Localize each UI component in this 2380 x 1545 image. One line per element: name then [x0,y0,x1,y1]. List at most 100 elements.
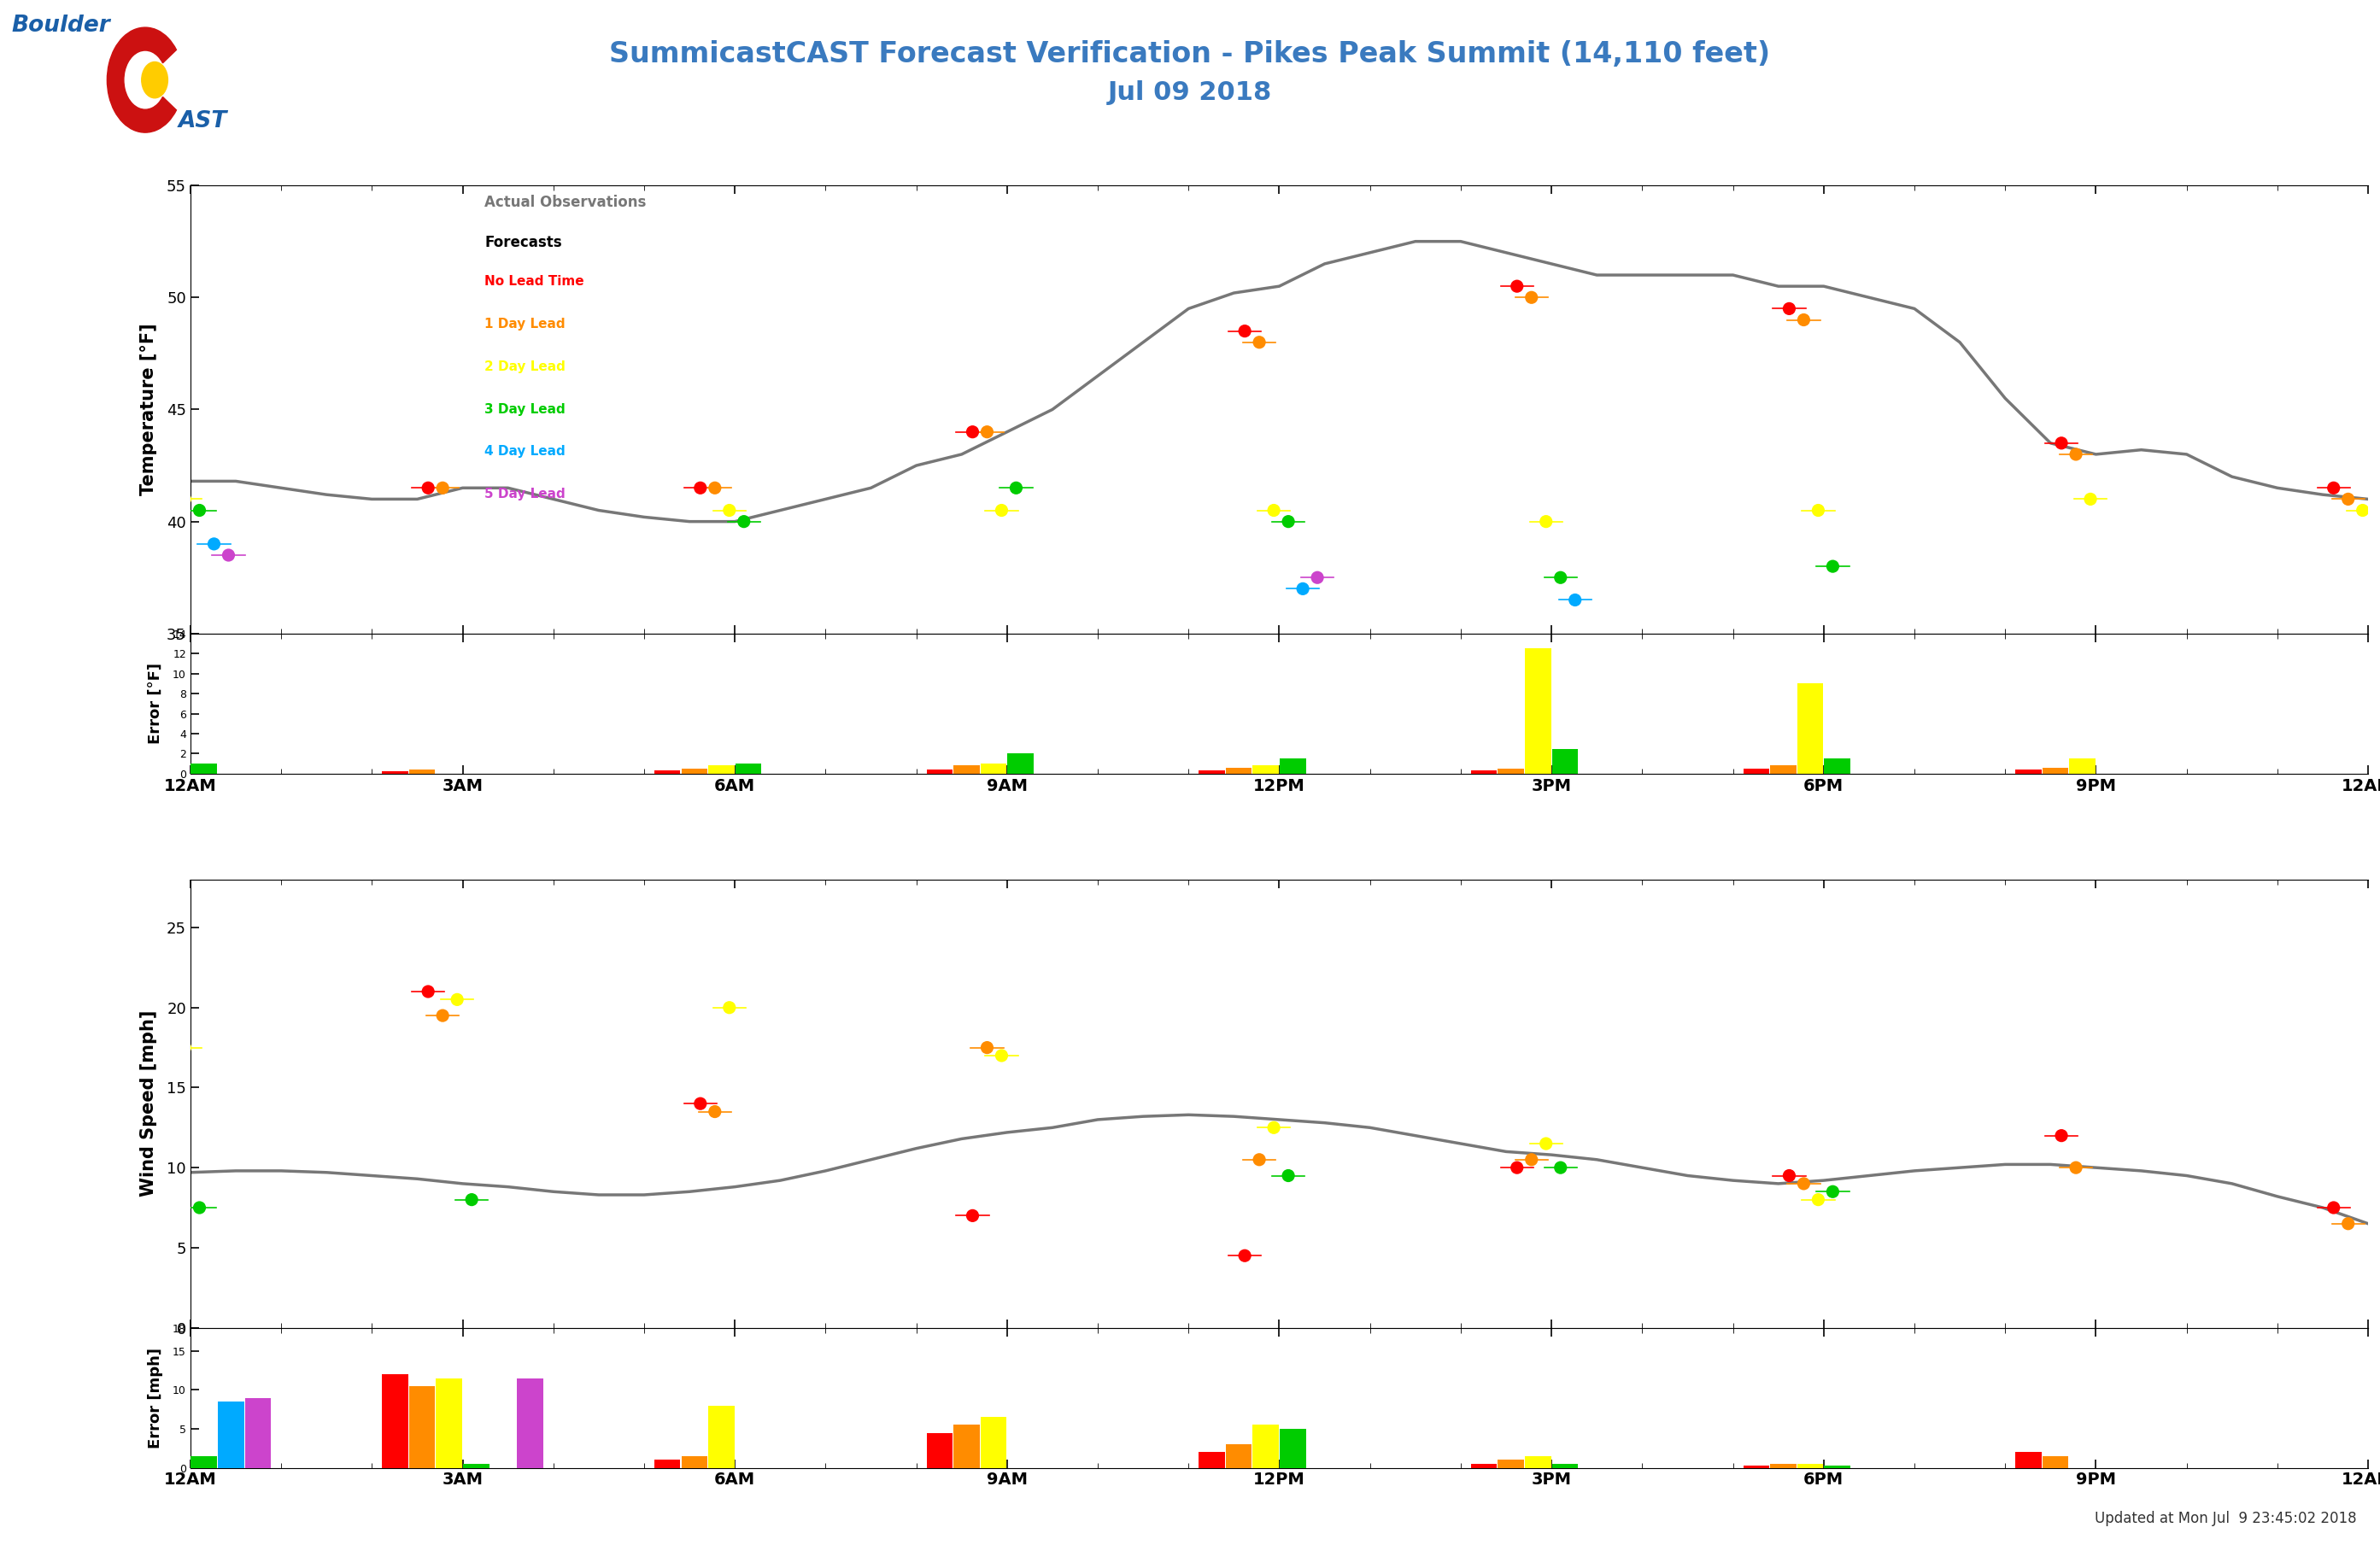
Point [1511,1148,1549,1173]
Bar [1280,759,1307,774]
Text: AST: AST [178,110,228,133]
Point [2071,487,2109,511]
Point [2330,1211,2368,1236]
Point [709,497,747,522]
Bar [2042,1455,2068,1468]
Bar [1526,1455,1552,1468]
Bar [409,1386,436,1468]
Text: 4 Day Lead: 4 Day Lead [486,445,566,459]
Bar [655,1460,681,1468]
Point [695,476,733,501]
Point [181,497,219,522]
Point [1785,1171,1823,1196]
Bar [1226,1445,1252,1468]
Point [138,468,176,493]
Bar [1497,768,1523,774]
Bar [516,1378,543,1468]
Bar [219,1401,243,1468]
Bar [383,1375,407,1468]
Point [681,476,719,501]
Bar [190,763,217,774]
Point [997,476,1035,501]
Point [1283,576,1321,601]
Point [209,542,248,567]
Bar [926,769,952,774]
Bar [1226,768,1252,774]
Bar [1280,1429,1307,1468]
Bar [2016,769,2042,774]
Point [983,1043,1021,1068]
Point [167,1035,205,1060]
Bar [190,1455,217,1468]
Text: Actual Observations: Actual Observations [486,195,645,210]
Bar [109,1417,136,1468]
Point [1497,273,1535,298]
Point [409,980,447,1004]
Text: Jul 09 2018: Jul 09 2018 [1107,80,1273,105]
Bar [436,1378,462,1468]
Bar [1252,766,1278,774]
Point [2344,497,2380,522]
Point [152,1123,190,1148]
Point [2042,1123,2080,1148]
Bar [2016,1452,2042,1468]
Bar [681,768,707,774]
Point [452,1187,490,1211]
Bar [926,1432,952,1468]
Bar [709,1406,735,1468]
Bar [164,766,190,774]
Text: 5 Day Lead: 5 Day Lead [486,488,566,501]
Point [2316,1196,2354,1221]
Text: 2 Day Lead: 2 Day Lead [486,360,566,372]
Bar [1823,1465,1849,1468]
Point [1771,297,1809,321]
Bar [1771,766,1797,774]
Point [954,420,992,445]
Point [726,510,764,535]
Point [709,995,747,1020]
Point [969,1035,1007,1060]
Bar [1471,1463,1497,1468]
Bar [409,769,436,774]
Point [1814,555,1852,579]
Bar [1497,1460,1523,1468]
Bar [1797,683,1823,774]
Bar [1742,768,1768,774]
Point [1497,1156,1535,1180]
Point [1799,1187,1837,1211]
Point [1299,565,1338,590]
Bar [1742,1465,1768,1468]
Bar [1471,771,1497,774]
Bar [954,1424,981,1468]
Bar [383,771,407,774]
Text: No Lead Time: No Lead Time [486,275,583,287]
Point [1557,587,1595,612]
Bar [1797,1463,1823,1468]
Point [1785,307,1823,332]
Point [681,1091,719,1115]
Bar [138,1452,162,1468]
Bar [109,771,136,774]
Point [167,487,205,511]
Point [983,497,1021,522]
Text: Boulder: Boulder [12,14,112,37]
Wedge shape [107,28,176,133]
Bar [2042,768,2068,774]
Bar [1007,754,1033,774]
Point [424,476,462,501]
Point [181,1196,219,1221]
Bar [735,763,762,774]
Point [424,1003,462,1027]
Bar [1552,749,1578,774]
Bar [464,1463,490,1468]
Bar [1823,759,1849,774]
Point [2316,476,2354,501]
Text: Updated at Mon Jul  9 23:45:02 2018: Updated at Mon Jul 9 23:45:02 2018 [2094,1511,2356,1526]
Bar [1252,1424,1278,1468]
Point [695,1098,733,1123]
Point [2042,431,2080,456]
Point [1240,1148,1278,1173]
Bar [138,771,162,774]
Bar [2068,759,2094,774]
Bar [981,1417,1007,1468]
